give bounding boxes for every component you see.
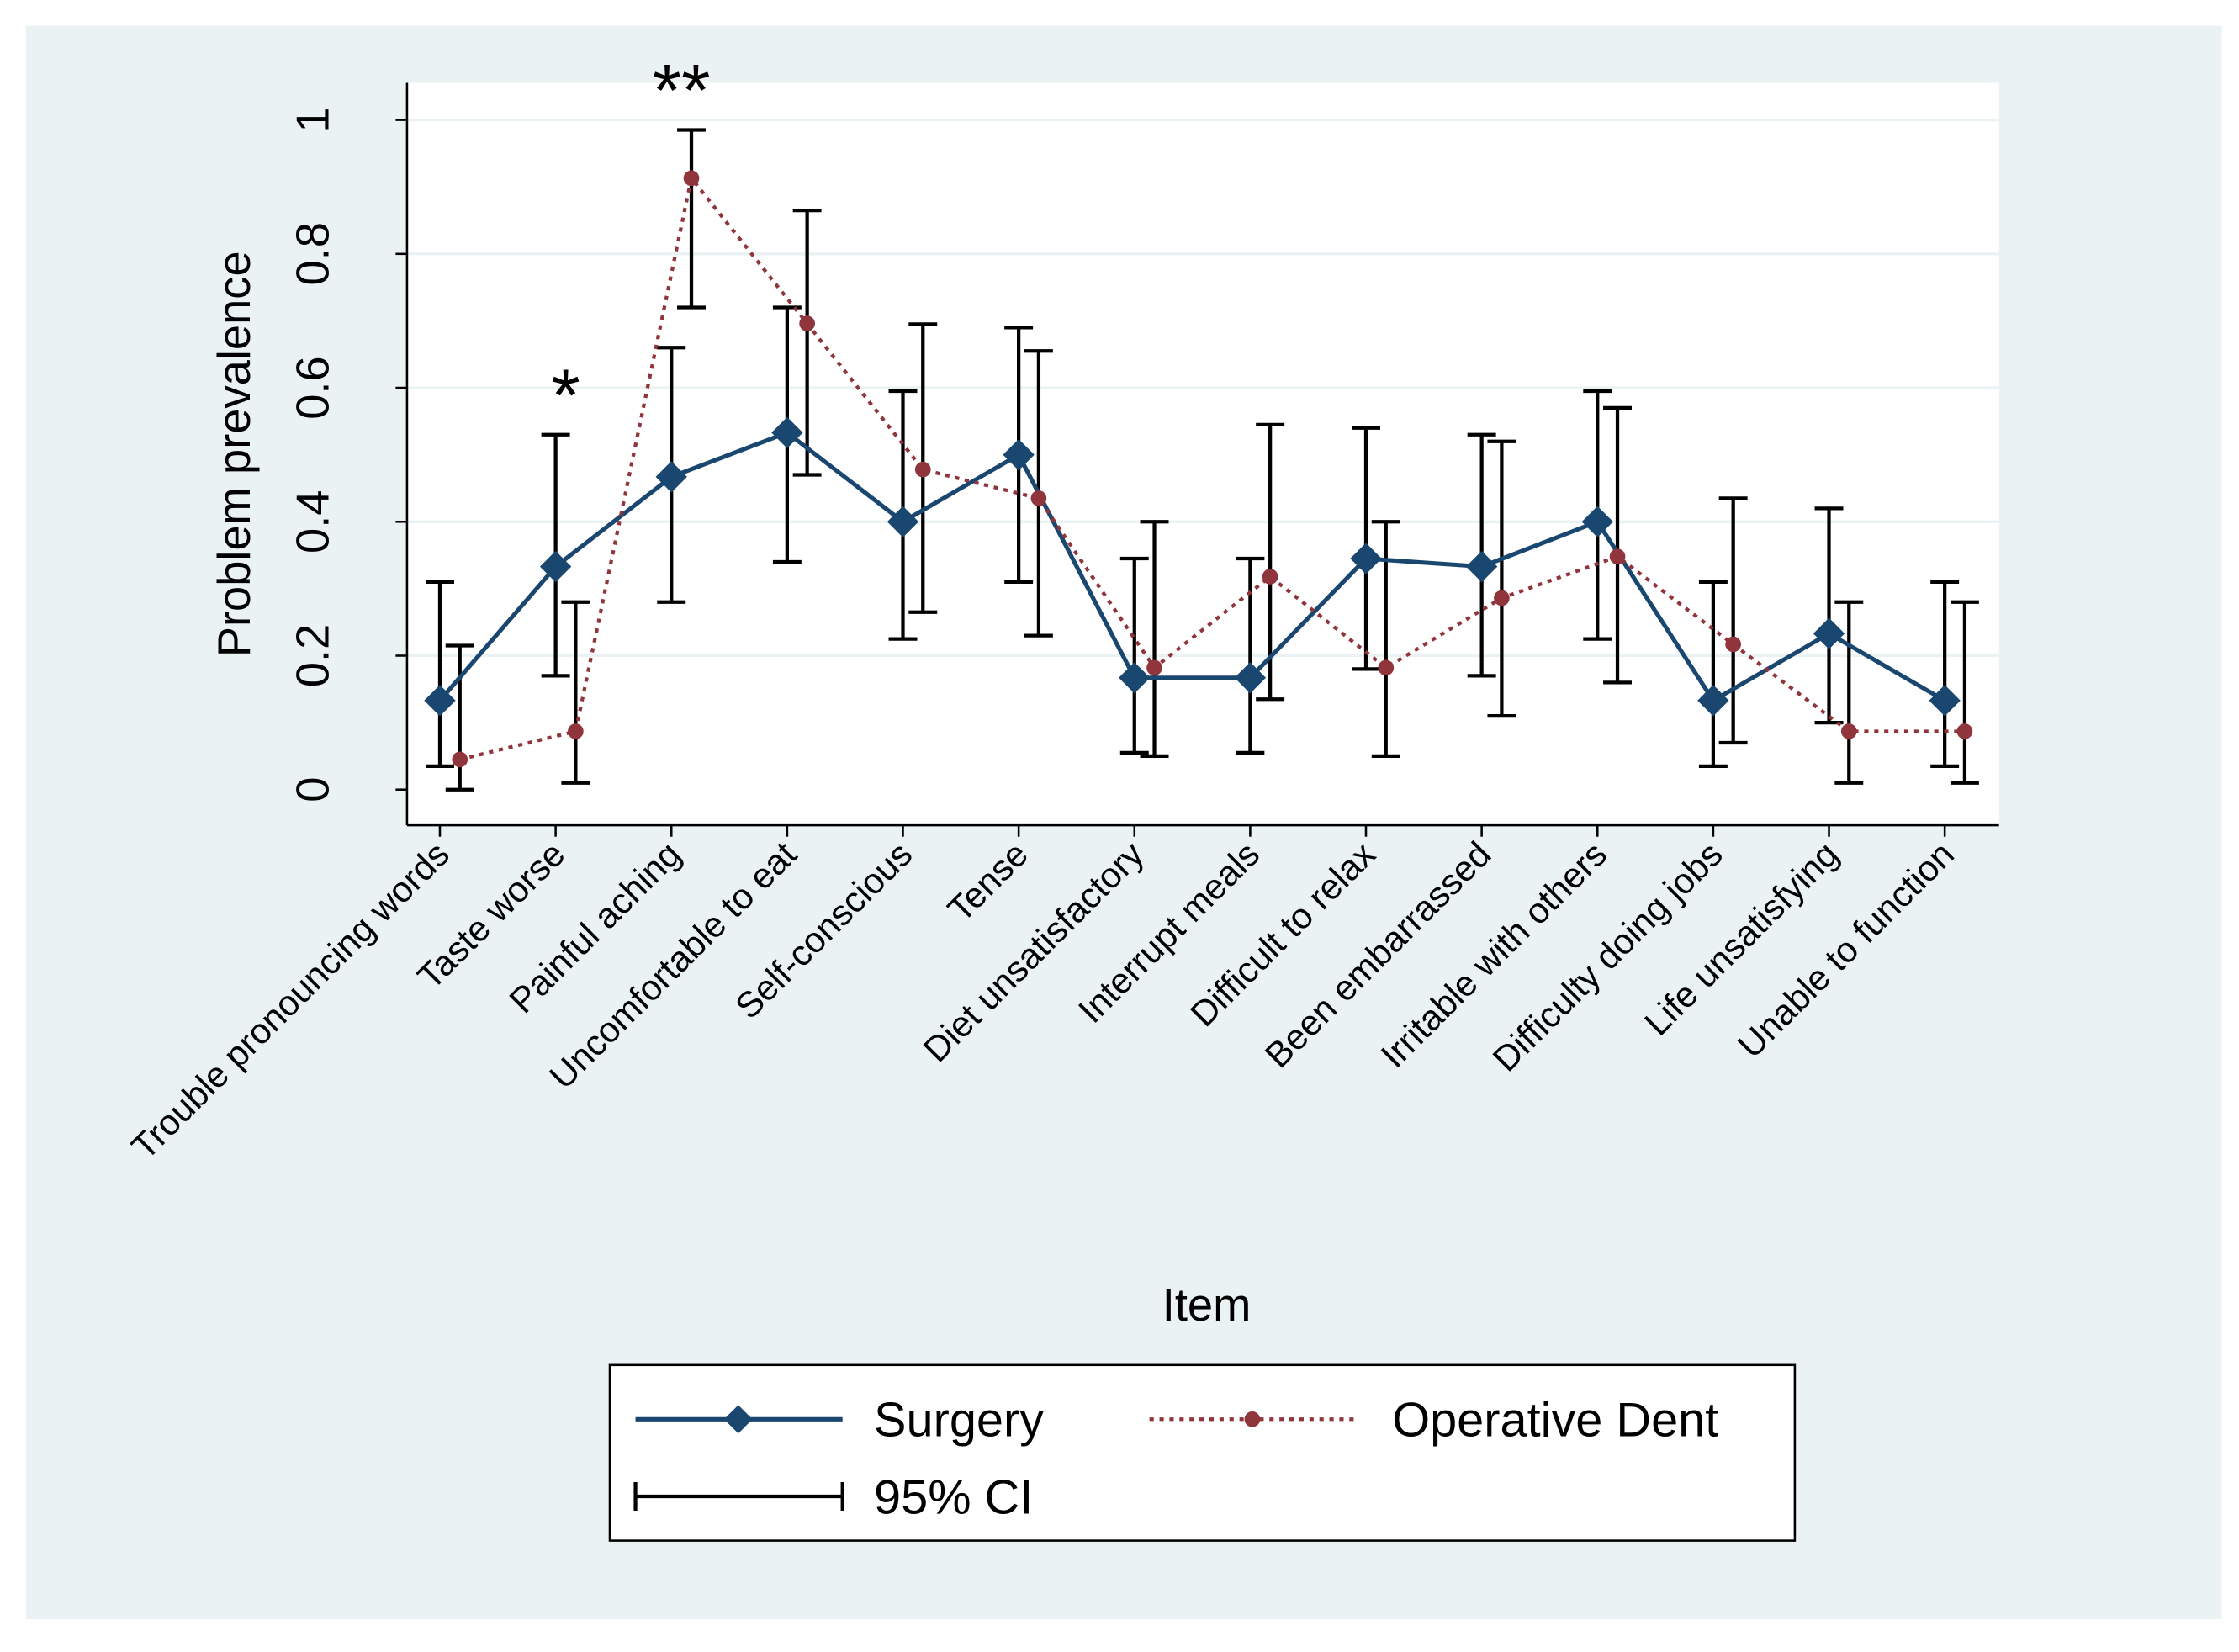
marker	[568, 723, 584, 739]
marker	[683, 170, 700, 187]
annotation: **	[653, 49, 711, 132]
marker	[1813, 617, 1845, 649]
marker	[914, 461, 931, 478]
marker	[1609, 548, 1626, 564]
marker	[1378, 659, 1395, 676]
legend-marker	[723, 1405, 753, 1434]
x-axis-title: Item	[1162, 1279, 1252, 1331]
marker	[1697, 685, 1729, 717]
y-tick-label: 0.6	[288, 356, 339, 419]
marker	[1146, 659, 1162, 676]
marker	[1030, 490, 1047, 506]
series-line	[438, 430, 1946, 704]
y-tick-label: 0.4	[288, 490, 339, 553]
annotation: *	[551, 353, 580, 437]
legend-label: Operative Dent	[1392, 1394, 1718, 1448]
marker	[1956, 723, 1973, 739]
marker	[1725, 636, 1741, 653]
marker	[1929, 685, 1961, 717]
legend-box	[608, 1363, 1797, 1542]
y-axis-title: Problem prevalence	[209, 251, 260, 657]
legend-marker	[1244, 1411, 1261, 1427]
y-tick-label: 1	[288, 107, 339, 132]
marker	[799, 315, 815, 331]
marker	[1262, 569, 1278, 585]
marker	[771, 416, 803, 449]
marker	[452, 751, 468, 768]
marker	[424, 685, 456, 717]
legend-label: 95% CI	[874, 1470, 1033, 1524]
marker	[1840, 723, 1857, 739]
y-tick-label: 0	[288, 777, 339, 802]
legend-label: Surgery	[874, 1394, 1044, 1448]
y-tick-label: 0.2	[288, 624, 339, 687]
marker	[1234, 662, 1267, 694]
y-tick-label: 0.8	[288, 222, 339, 285]
marker	[1465, 550, 1498, 583]
marker	[1494, 590, 1510, 606]
plot-area	[406, 82, 1999, 826]
